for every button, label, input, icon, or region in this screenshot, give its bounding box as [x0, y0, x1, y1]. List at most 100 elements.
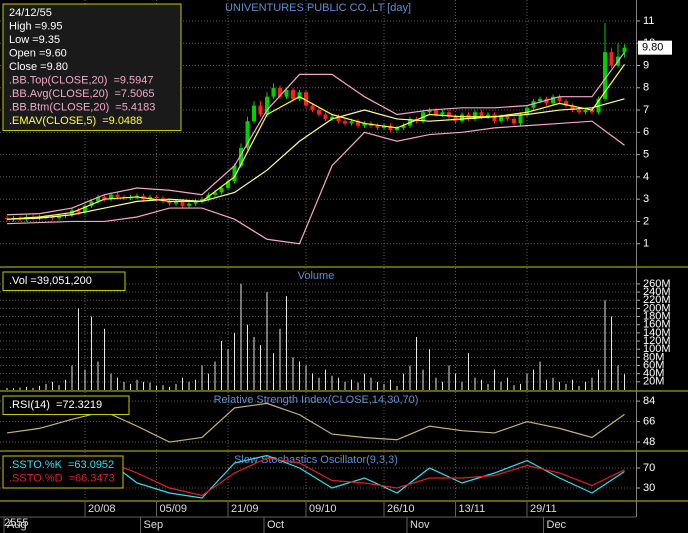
- y-tick-label: 5: [643, 149, 649, 161]
- candle-body: [245, 121, 250, 148]
- legend-value: =7.5065: [114, 88, 154, 100]
- candle-body: [187, 203, 191, 206]
- indicator-line: [6, 51, 625, 216]
- y-tick-label: 140M: [643, 327, 671, 339]
- legend-name: .RSI(14): [9, 399, 50, 411]
- legend-name: .BB.Btm(CLOSE,20): [9, 101, 109, 113]
- candle-body: [213, 192, 217, 195]
- panel-title: Slow Stochastics Oscillator(9,3,3): [234, 454, 398, 466]
- candle-body: [544, 98, 549, 104]
- candle-body: [343, 121, 347, 124]
- y-tick-label: 2: [643, 215, 649, 227]
- candle-body: [427, 110, 432, 113]
- y-tick-label: 11: [643, 15, 654, 27]
- y-tick-label: 3: [643, 193, 649, 205]
- candle-body: [89, 201, 94, 206]
- month-label: Nov: [410, 519, 430, 531]
- candle-body: [460, 114, 464, 122]
- y-tick-label: 120M: [643, 335, 671, 347]
- y-tick-label: 160M: [643, 319, 671, 331]
- candle-body: [180, 201, 185, 206]
- month-label: Oct: [267, 519, 284, 531]
- candle-body: [336, 116, 341, 122]
- candle-body: [401, 125, 406, 128]
- legend-value: =5.4183: [115, 101, 155, 113]
- candle-body: [512, 118, 516, 124]
- legend-text: Close =9.80: [9, 61, 68, 73]
- candle-body: [76, 210, 81, 213]
- y-tick-label: 30: [643, 482, 655, 494]
- candle-body: [583, 110, 588, 113]
- candle-body: [557, 96, 562, 102]
- candle-body: [50, 216, 55, 219]
- y-tick-label: 48: [643, 436, 655, 448]
- y-tick-label: 6: [643, 126, 649, 138]
- candle-body: [232, 165, 237, 182]
- candle-body: [473, 112, 477, 119]
- y-tick-label: 70: [643, 462, 655, 474]
- candle-body: [375, 125, 380, 128]
- legend-text: High =9.95: [9, 20, 63, 32]
- candle-body: [434, 110, 438, 115]
- legend-name: .SSTO.%D: [9, 472, 63, 484]
- candle-body: [109, 194, 113, 200]
- candle-body: [551, 96, 555, 104]
- candle-body: [258, 105, 263, 115]
- indicator-line: [6, 98, 625, 220]
- x-tick-label: 29/11: [530, 503, 557, 515]
- candle-body: [622, 47, 627, 53]
- y-tick-label: 200M: [643, 302, 671, 314]
- candle-body: [499, 116, 503, 122]
- y-tick-label: 240M: [643, 286, 671, 298]
- candle-body: [577, 110, 581, 113]
- legend-value: =63.0952: [68, 459, 114, 471]
- last-price-box: [638, 40, 672, 55]
- candle-body: [362, 123, 367, 126]
- y-tick-label: 1: [643, 238, 649, 250]
- y-tick-label: 84: [643, 395, 655, 407]
- candle-body: [57, 215, 61, 219]
- candle-body: [570, 105, 575, 111]
- legend-value: =9.0488: [102, 115, 142, 127]
- candle-body: [518, 114, 523, 124]
- candle-body: [252, 105, 256, 122]
- candle-body: [167, 201, 172, 204]
- candle-body: [174, 201, 178, 204]
- candle-body: [83, 205, 87, 213]
- candle-body: [102, 196, 107, 200]
- candle-body: [323, 114, 328, 119]
- candle-body: [200, 199, 204, 202]
- legend-name: .BB.Avg(CLOSE,20): [9, 88, 108, 100]
- legend-name: .EMAV(CLOSE,5): [9, 115, 96, 127]
- legend-box: [2, 455, 124, 489]
- candle-body: [538, 98, 542, 102]
- candle-body: [486, 114, 490, 117]
- candle-body: [356, 121, 360, 126]
- last-price-label: 9.80: [642, 42, 663, 54]
- legend-text: .Vol =39,051,200: [9, 275, 92, 287]
- y-tick-label: 60M: [643, 359, 664, 371]
- legend-name: .SSTO.%K: [9, 459, 63, 471]
- candle-body: [226, 181, 230, 189]
- candle-body: [531, 101, 536, 108]
- candle-body: [505, 116, 510, 119]
- candle-body: [525, 107, 529, 115]
- candle-body: [284, 90, 289, 97]
- candle-body: [590, 110, 594, 113]
- y-tick-label: 40M: [643, 368, 664, 380]
- x-tick-label: 21/09: [231, 503, 259, 515]
- x-tick-label: 05/09: [160, 503, 188, 515]
- y-tick-label: 7: [643, 104, 649, 116]
- candle-body: [219, 188, 224, 193]
- y-tick-label: 260M: [643, 278, 671, 290]
- panel-title: Relative Strength Index(CLOSE,14,30,70): [214, 394, 419, 406]
- legend-text: 24/12/55: [9, 7, 52, 19]
- candle-body: [395, 127, 399, 131]
- y-tick-label: 180M: [643, 310, 671, 322]
- candle-body: [349, 121, 354, 124]
- month-label: Sep: [144, 519, 164, 531]
- legend-value: =9.5947: [113, 74, 153, 86]
- y-tick-label: 20M: [643, 376, 664, 388]
- candle-body: [115, 194, 120, 197]
